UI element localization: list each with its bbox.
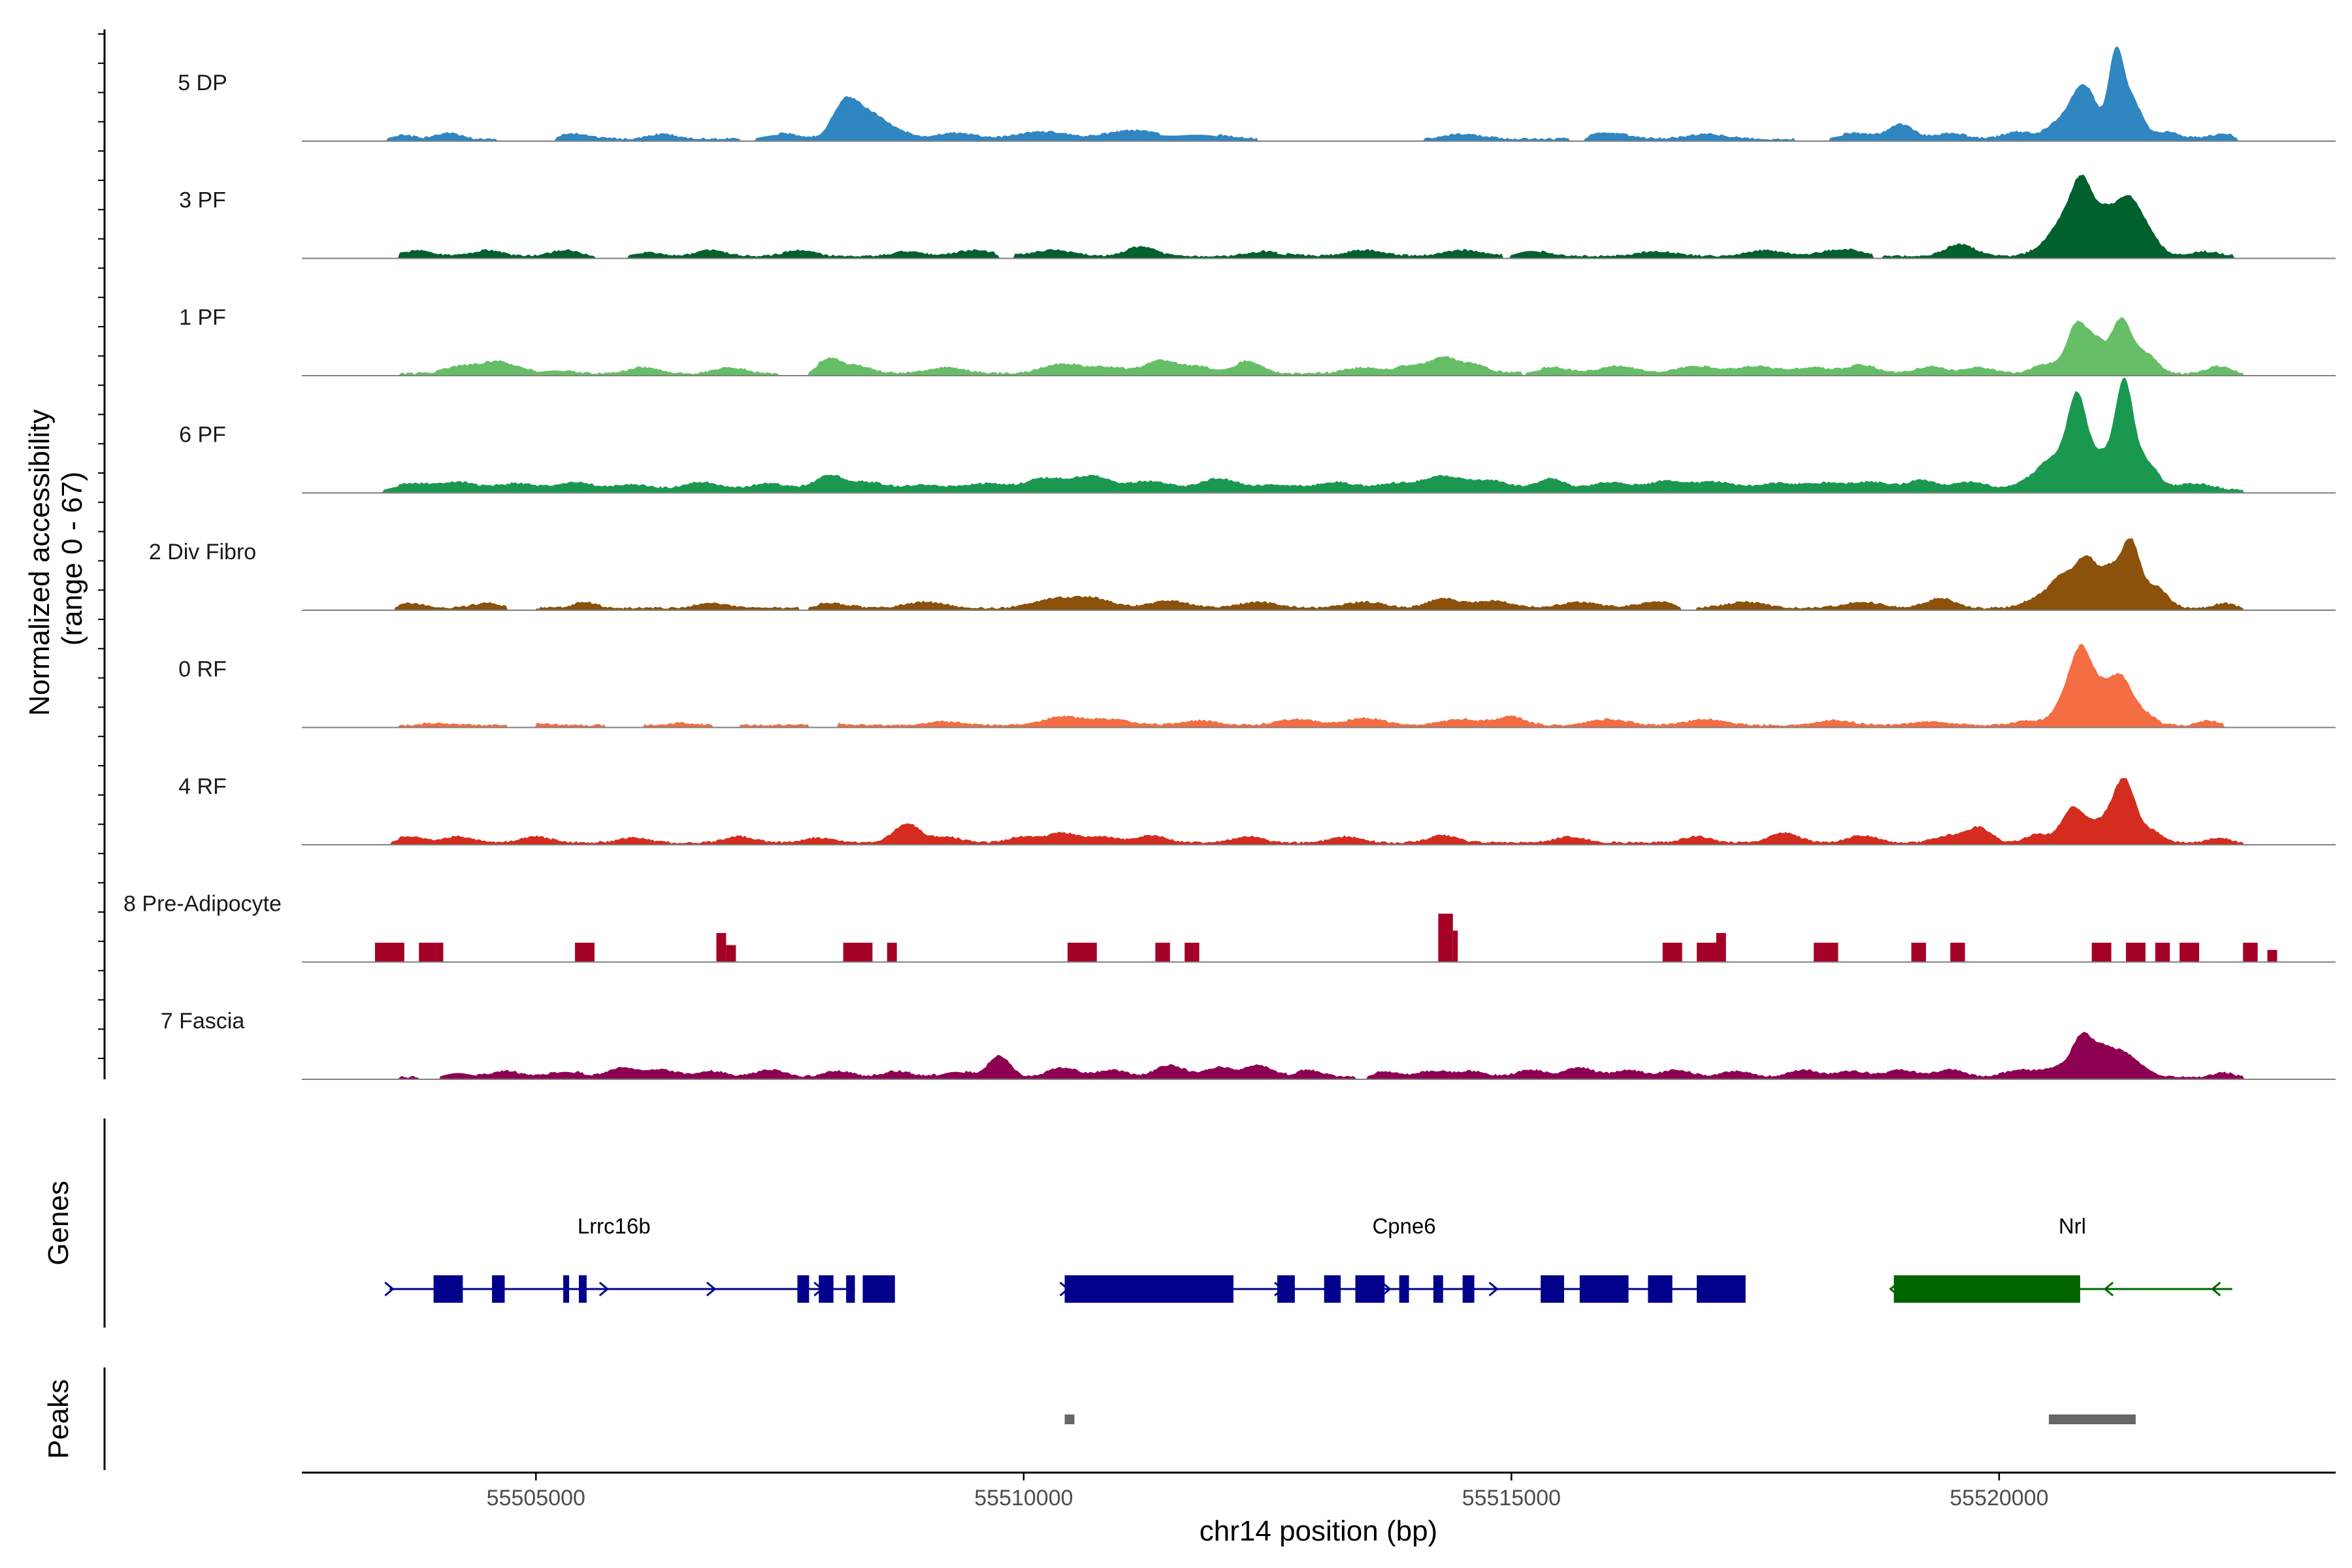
track-6-pf: 6 PF bbox=[179, 377, 2336, 494]
track-2-div-fibro: 2 Div Fibro bbox=[149, 538, 2336, 611]
gene-exon bbox=[1064, 1275, 1233, 1303]
accessibility-area bbox=[302, 538, 2336, 611]
track-0-rf: 0 RF bbox=[178, 644, 2336, 728]
gene-label: Cpne6 bbox=[1372, 1214, 1435, 1238]
accessibility-block bbox=[575, 942, 595, 962]
accessibility-block bbox=[843, 942, 873, 962]
track-3-pf: 3 PF bbox=[179, 174, 2336, 259]
gene-exon bbox=[1277, 1275, 1295, 1303]
track-5-dp: 5 DP bbox=[178, 46, 2336, 142]
accessibility-block bbox=[726, 945, 736, 962]
gene-exon bbox=[1324, 1275, 1341, 1303]
accessibility-block bbox=[887, 942, 897, 962]
gene-label: Nrl bbox=[2059, 1214, 2086, 1238]
accessibility-area bbox=[302, 777, 2336, 845]
gene-exon bbox=[1541, 1275, 1564, 1303]
gene-exon bbox=[846, 1275, 855, 1303]
gene-lrrc16b: Lrrc16b bbox=[384, 1214, 895, 1303]
accessibility-area bbox=[302, 1032, 2336, 1080]
accessibility-block bbox=[419, 942, 444, 962]
x-axis: 55505000 55510000 55515000 55520000 bbox=[302, 1471, 2336, 1511]
track-label: 3 PF bbox=[179, 188, 226, 213]
accessibility-block bbox=[2155, 942, 2170, 962]
x-axis-tick-label: 55520000 bbox=[1950, 1486, 2048, 1511]
accessibility-block bbox=[1438, 913, 1453, 962]
accessibility-area bbox=[302, 317, 2336, 376]
gene-exon bbox=[1399, 1275, 1409, 1303]
x-axis-tick-label: 55515000 bbox=[1462, 1486, 1561, 1511]
accessibility-area bbox=[302, 377, 2336, 493]
gene-exon bbox=[579, 1275, 587, 1303]
track-label: 7 Fascia bbox=[161, 1009, 245, 1034]
gene-annotations: Lrrc16b Cpne6 Nrl bbox=[384, 1214, 2232, 1303]
accessibility-block bbox=[2243, 942, 2258, 962]
gene-exon bbox=[1893, 1275, 2080, 1303]
gene-exon bbox=[1579, 1275, 1629, 1303]
accessibility-block bbox=[1068, 942, 1097, 962]
track-7-fascia: 7 Fascia bbox=[161, 1009, 2336, 1080]
peak-regions bbox=[1064, 1414, 2136, 1424]
accessibility-block bbox=[2267, 950, 2278, 962]
strand-arrow-icon bbox=[1488, 1281, 1499, 1297]
accessibility-block bbox=[1814, 942, 1838, 962]
gene-exon bbox=[1648, 1275, 1673, 1303]
track-1-pf: 1 PF bbox=[179, 305, 2336, 376]
peak-region bbox=[2049, 1414, 2136, 1424]
x-axis-title: chr14 position (bp) bbox=[1200, 1515, 1437, 1547]
y-axis-title-line-2: (range 0 - 67) bbox=[56, 472, 88, 646]
y-axis-title-line-1: Normalized accessibility bbox=[24, 409, 56, 715]
coverage-y-axis bbox=[98, 29, 106, 1079]
accessibility-block bbox=[1911, 942, 1926, 962]
gene-exon bbox=[1433, 1275, 1443, 1303]
strand-arrow-icon bbox=[2211, 1281, 2221, 1297]
track-label: 1 PF bbox=[179, 305, 226, 330]
peaks-track-title: Peaks bbox=[42, 1379, 74, 1459]
track-label: 8 Pre-Adipocyte bbox=[123, 892, 282, 917]
accessibility-block bbox=[1155, 942, 1170, 962]
track-label: 4 RF bbox=[178, 774, 227, 799]
gene-exon bbox=[433, 1275, 463, 1303]
gene-exon bbox=[862, 1275, 895, 1303]
gene-nrl: Nrl bbox=[1889, 1214, 2232, 1303]
track-label: 0 RF bbox=[178, 657, 227, 682]
genes-track-title: Genes bbox=[42, 1181, 74, 1266]
strand-arrow-icon bbox=[598, 1281, 610, 1297]
strand-arrow-icon bbox=[384, 1281, 395, 1297]
accessibility-block bbox=[2180, 942, 2199, 962]
x-axis-tick-label: 55510000 bbox=[974, 1486, 1073, 1511]
peak-region bbox=[1064, 1414, 1075, 1424]
accessibility-block bbox=[1184, 942, 1200, 962]
accessibility-block bbox=[2091, 942, 2112, 962]
strand-arrow-icon bbox=[2103, 1281, 2114, 1297]
gene-exon bbox=[819, 1275, 834, 1303]
accessibility-block bbox=[2126, 942, 2146, 962]
track-label: 5 DP bbox=[178, 71, 227, 95]
accessibility-block bbox=[1716, 933, 1726, 962]
gene-exon bbox=[1697, 1275, 1746, 1303]
accessibility-block bbox=[1662, 942, 1682, 962]
gene-cpne6: Cpne6 bbox=[1059, 1214, 1746, 1303]
x-axis-tick-label: 55505000 bbox=[487, 1486, 585, 1511]
coverage-tracks: 5 DP 3 PF 1 PF 6 PF 2 Div Fibro 0 RF 4 RF 8 Pre… bbox=[123, 46, 2336, 1080]
accessibility-block bbox=[716, 933, 727, 962]
accessibility-block bbox=[1697, 942, 1716, 962]
accessibility-block bbox=[375, 942, 404, 962]
gene-exon bbox=[563, 1275, 570, 1303]
track-4-rf: 4 RF bbox=[178, 774, 2336, 845]
track-label: 2 Div Fibro bbox=[149, 540, 256, 564]
gene-exon bbox=[797, 1275, 809, 1303]
gene-exon bbox=[492, 1275, 505, 1303]
strand-arrow-icon bbox=[706, 1281, 717, 1297]
track-label: 6 PF bbox=[179, 423, 226, 448]
gene-exon bbox=[1355, 1275, 1385, 1303]
accessibility-area bbox=[302, 174, 2336, 259]
accessibility-block bbox=[1452, 930, 1458, 962]
accessibility-block bbox=[1950, 942, 1965, 962]
y-axis-title: Normalized accessibility (range 0 - 67) bbox=[24, 401, 88, 716]
gene-label: Lrrc16b bbox=[578, 1214, 651, 1238]
gene-exon bbox=[1462, 1275, 1475, 1303]
track-8-pre-adipocyte: 8 Pre-Adipocyte bbox=[123, 892, 2336, 963]
